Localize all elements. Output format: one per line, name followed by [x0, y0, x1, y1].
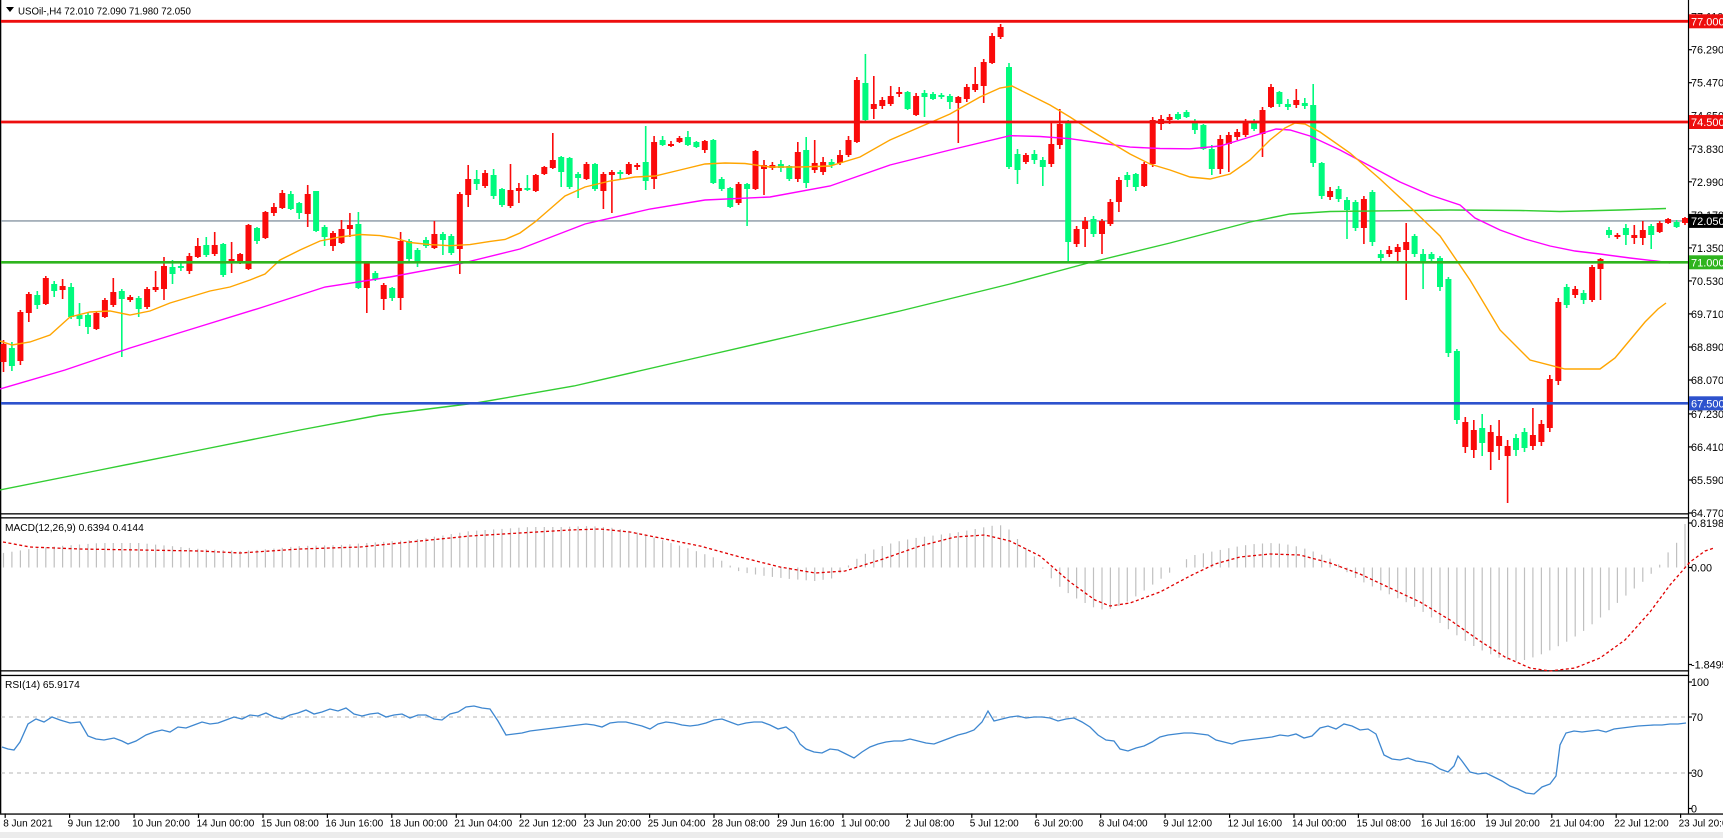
svg-text:MACD(12,26,9) 0.6394 0.4144: MACD(12,26,9) 0.6394 0.4144	[5, 523, 144, 534]
svg-text:30: 30	[1691, 768, 1703, 780]
svg-text:72.990: 72.990	[1691, 177, 1723, 189]
svg-text:9 Jul 12:00: 9 Jul 12:00	[1163, 819, 1212, 830]
svg-text:76.290: 76.290	[1691, 45, 1723, 57]
svg-text:16 Jul 16:00: 16 Jul 16:00	[1421, 819, 1476, 830]
svg-text:-1.8495: -1.8495	[1691, 660, 1723, 672]
svg-text:71.350: 71.350	[1691, 243, 1723, 255]
svg-text:25 Jun 04:00: 25 Jun 04:00	[648, 819, 706, 830]
svg-text:10 Jun 20:00: 10 Jun 20:00	[132, 819, 190, 830]
svg-text:0: 0	[1691, 804, 1697, 816]
svg-text:69.710: 69.710	[1691, 309, 1723, 321]
svg-text:21 Jun 04:00: 21 Jun 04:00	[454, 819, 512, 830]
svg-text:15 Jun 08:00: 15 Jun 08:00	[261, 819, 319, 830]
svg-text:9 Jun 12:00: 9 Jun 12:00	[68, 819, 121, 830]
svg-text:70: 70	[1691, 712, 1703, 724]
svg-text:19 Jul 20:00: 19 Jul 20:00	[1485, 819, 1540, 830]
svg-text:0.8198: 0.8198	[1691, 518, 1723, 530]
svg-text:18 Jun 00:00: 18 Jun 00:00	[390, 819, 448, 830]
svg-text:23 Jun 20:00: 23 Jun 20:00	[583, 819, 641, 830]
svg-text:100: 100	[1691, 677, 1709, 689]
svg-text:0.00: 0.00	[1691, 563, 1712, 575]
svg-text:68.890: 68.890	[1691, 342, 1723, 354]
svg-text:14 Jun 00:00: 14 Jun 00:00	[197, 819, 255, 830]
svg-text:73.830: 73.830	[1691, 144, 1723, 156]
svg-text:65.590: 65.590	[1691, 475, 1723, 487]
svg-text:72.050: 72.050	[1691, 216, 1723, 228]
svg-text:12 Jul 16:00: 12 Jul 16:00	[1228, 819, 1283, 830]
svg-text:1 Jul 00:00: 1 Jul 00:00	[841, 819, 890, 830]
svg-text:21 Jul 04:00: 21 Jul 04:00	[1550, 819, 1605, 830]
svg-text:22 Jun 12:00: 22 Jun 12:00	[519, 819, 577, 830]
svg-text:RSI(14) 65.9174: RSI(14) 65.9174	[5, 680, 80, 691]
svg-text:15 Jul 08:00: 15 Jul 08:00	[1356, 819, 1411, 830]
svg-text:28 Jun 08:00: 28 Jun 08:00	[712, 819, 770, 830]
svg-text:USOil-,H4 72.010 72.090 71.98: USOil-,H4 72.010 72.090 71.980 72.050	[18, 7, 191, 18]
svg-text:6 Jul 20:00: 6 Jul 20:00	[1034, 819, 1083, 830]
svg-text:2 Jul 08:00: 2 Jul 08:00	[905, 819, 954, 830]
svg-text:16 Jun 16:00: 16 Jun 16:00	[325, 819, 383, 830]
svg-text:77.000: 77.000	[1691, 16, 1723, 28]
svg-text:22 Jul 12:00: 22 Jul 12:00	[1614, 819, 1669, 830]
svg-text:67.500: 67.500	[1691, 398, 1723, 410]
svg-text:66.410: 66.410	[1691, 442, 1723, 454]
svg-text:74.500: 74.500	[1691, 117, 1723, 129]
svg-text:5 Jul 12:00: 5 Jul 12:00	[970, 819, 1019, 830]
svg-text:8 Jul 04:00: 8 Jul 04:00	[1099, 819, 1148, 830]
svg-text:29 Jun 16:00: 29 Jun 16:00	[777, 819, 835, 830]
svg-text:67.230: 67.230	[1691, 409, 1723, 421]
svg-text:68.070: 68.070	[1691, 375, 1723, 387]
svg-text:64.770: 64.770	[1691, 508, 1723, 520]
svg-text:70.530: 70.530	[1691, 276, 1723, 288]
svg-text:14 Jul 00:00: 14 Jul 00:00	[1292, 819, 1347, 830]
svg-text:75.470: 75.470	[1691, 78, 1723, 90]
svg-text:8 Jun 2021: 8 Jun 2021	[3, 819, 53, 830]
svg-text:23 Jul 20:00: 23 Jul 20:00	[1679, 819, 1723, 830]
svg-text:71.000: 71.000	[1691, 257, 1723, 269]
